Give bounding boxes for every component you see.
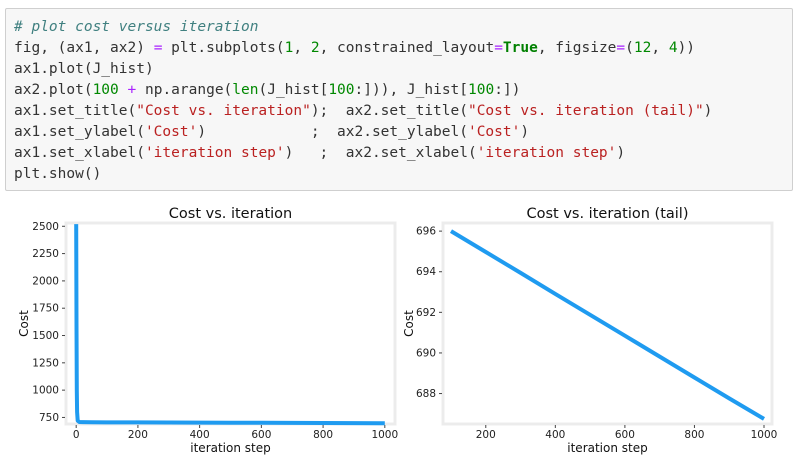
x-tick-label: 1000 [371,429,398,441]
code-token-number: 100 [92,82,119,98]
code-token-comment: # plot cost versus iteration [14,19,259,35]
code-token-plain: np.arange( [136,82,233,98]
code-token-plain: ax1.set_xlabel( [14,145,145,161]
code-token-plain: , figsize [537,40,617,56]
chart-2: Cost vs. iteration (tail) 200 400 600 800 100… [402,206,777,455]
code-token-op: = [616,40,626,56]
code-line: plt.show() [14,164,792,185]
code-token-plain: , [293,40,311,56]
code-line: # plot cost versus iteration [14,17,792,38]
code-token-plain: fig, (ax1, ax2) [14,40,154,56]
x-tick-label: 400 [190,429,210,441]
code-token-plain: ) [520,124,530,140]
code-token-plain: ); ax2.set_title( [310,103,468,119]
x-tick-label: 200 [476,429,496,441]
x-tick-label: 600 [251,429,271,441]
x-axis-label: iteration step [190,441,270,455]
y-tick-label: 750 [39,412,59,424]
code-token-string: 'iteration step' [144,145,285,161]
x-axis-label: iteration step [567,441,647,455]
code-token-number: 12 [633,40,652,56]
code-token-string: "Cost vs. iteration" [136,103,311,119]
code-token-plain: ) [616,145,626,161]
code-token-keyword: True [502,40,538,56]
series-line [449,229,766,421]
code-token-plain: ) ; ax2.set_xlabel( [284,145,477,161]
code-token-plain: ) [703,103,713,119]
code-line: fig, (ax1, ax2) = plt.subplots(1, 2, con… [14,38,792,59]
y-tick-label: 1750 [32,303,59,315]
y-tick-label: 692 [416,307,436,319]
code-token-plain: , [651,40,669,56]
x-tick-label: 1000 [751,429,778,441]
code-token-plain: )) [677,40,696,56]
code-line: ax1.set_ylabel('Cost') ; ax2.set_ylabel(… [14,122,792,143]
code-token-plain: ax2.plot( [14,82,93,98]
code-token-plain: :])), J_hist[ [354,82,469,98]
code-token-string: 'iteration step' [476,145,617,161]
x-tick-label: 0 [73,429,80,441]
y-tick-label: 688 [416,388,436,400]
y-tick-label: 2000 [32,275,59,287]
code-token-number: 4 [668,40,678,56]
code-token-number: 1 [284,40,294,56]
code-line: ax2.plot(100 + np.arange(len(J_hist[100:… [14,80,792,101]
y-axis-label: Cost [17,310,31,337]
code-token-plain: plt.subplots( [162,40,285,56]
code-line: ax1.set_xlabel('iteration step') ; ax2.s… [14,143,792,164]
code-token-op: + [127,82,137,98]
code-token-plain: (J_hist[ [258,82,329,98]
code-token-string: 'Cost' [144,124,198,140]
x-tick-label: 600 [615,429,635,441]
series-line [74,224,385,426]
y-tick-label: 1250 [32,357,59,369]
chart-1: Cost vs. iteration 0 200 400 600 800 1000 750 10… [17,206,398,455]
y-tick-label: 690 [416,347,436,359]
code-line: ax1.set_title("Cost vs. iteration"); ax2… [14,101,792,122]
code-token-plain: ax1.plot(J_hist) [14,61,154,77]
code-token-number: 2 [310,40,320,56]
code-line: ax1.plot(J_hist) [14,59,792,80]
code-token-plain: ax1.set_ylabel( [14,124,145,140]
code-token-plain: , constrained_layout [319,40,495,56]
code-token-plain: plt.show() [14,166,102,182]
code-token-plain: :]) [494,82,521,98]
plot-area [64,221,397,426]
y-tick-label: 1500 [32,330,59,342]
code-cell[interactable]: # plot cost versus iteration fig, (ax1, a… [5,8,793,191]
code-token-plain: ) ; ax2.set_ylabel( [197,124,468,140]
code-token-number: 100 [468,82,495,98]
code-token-number: len [232,82,259,98]
code-token-string: "Cost vs. iteration (tail)" [467,103,704,119]
y-tick-label: 1000 [32,385,59,397]
code-token-op: = [153,40,163,56]
code-token-string: 'Cost' [467,124,521,140]
y-axis-label: Cost [402,310,416,337]
code-token-number: 100 [328,82,355,98]
code-token-plain: ( [625,40,634,56]
x-tick-label: 200 [128,429,148,441]
x-tick-label: 800 [684,429,704,441]
y-tick-label: 2500 [32,221,59,233]
y-tick-label: 696 [416,226,436,238]
code-token-plain: ax1.set_title( [14,103,137,119]
y-tick-label: 694 [416,266,436,278]
y-tick-label: 2250 [32,248,59,260]
code-token-op: = [494,40,503,56]
chart-title: Cost vs. iteration (tail) [526,206,688,222]
chart-title: Cost vs. iteration [169,206,292,222]
x-tick-label: 400 [545,429,565,441]
x-tick-label: 800 [313,429,333,441]
